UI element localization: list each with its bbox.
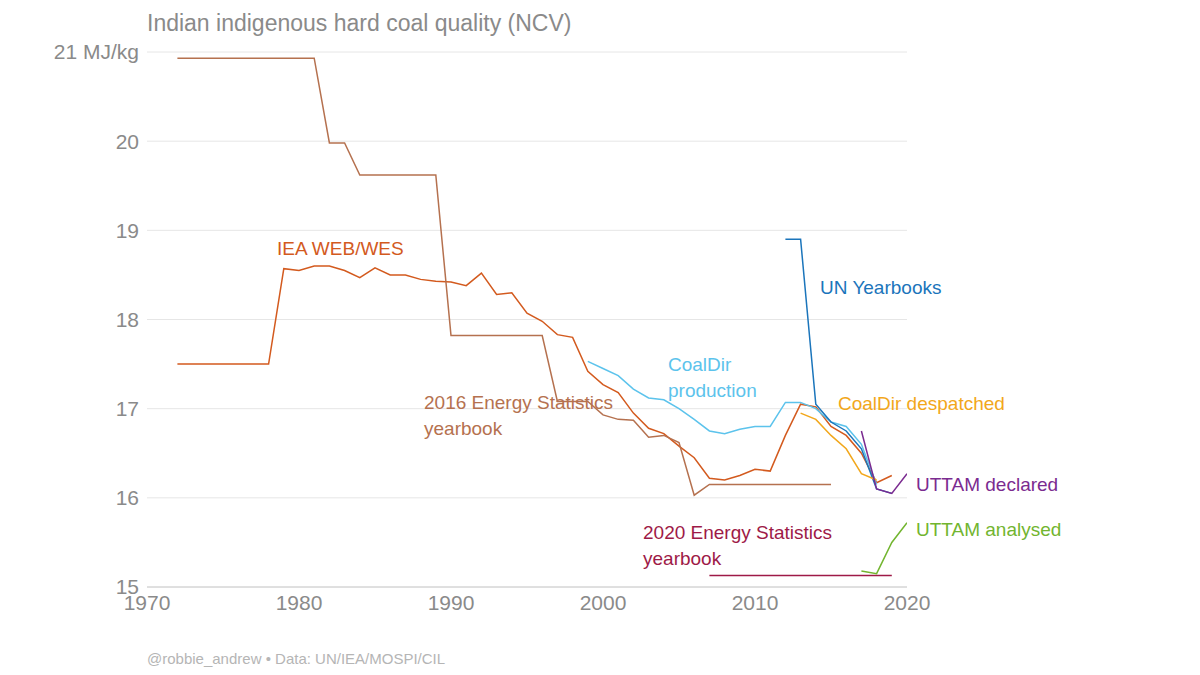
html-text:Indian indigenous hard coal qu: Indian indigenous hard coal quality (NCV… <box>147 10 572 36</box>
html-text:CoalDir production: CoalDir production <box>668 354 757 401</box>
html-text:UTTAM analysed: UTTAM analysed <box>916 519 1062 540</box>
svg-text:2010: 2010 <box>732 591 779 614</box>
svg-text:15: 15 <box>116 575 139 598</box>
svg-text:1970: 1970 <box>123 590 171 614</box>
svg-text:1980: 1980 <box>276 591 323 614</box>
svg-text:21 MJ/kg: 21 MJ/kg <box>54 40 139 63</box>
html-text:IEA WEB/WES: IEA WEB/WES <box>277 238 404 259</box>
svg-text:19: 19 <box>116 219 139 242</box>
html-text:CoalDir despatched: CoalDir despatched <box>838 393 1005 414</box>
svg-text:18: 18 <box>116 308 139 331</box>
svg-text:17: 17 <box>116 397 139 420</box>
svg-text:2000: 2000 <box>580 591 627 614</box>
html-text:@robbie_andrew • Data: UN/IEA/: @robbie_andrew • Data: UN/IEA/MOSPI/CIL <box>147 650 446 667</box>
svg-text:16: 16 <box>116 486 139 509</box>
html-text:UN Yearbooks: UN Yearbooks <box>820 277 942 298</box>
svg-text:1990: 1990 <box>428 591 475 614</box>
html-text:2016 Energy Statistics yearboo: 2016 Energy Statistics yearbook <box>424 392 613 439</box>
html-text:2020 Energy Statistics yearboo: 2020 Energy Statistics yearbook <box>643 522 832 569</box>
html-text:UTTAM declared: UTTAM declared <box>916 474 1059 495</box>
svg-text:20: 20 <box>116 130 139 153</box>
svg-text:2020: 2020 <box>884 591 931 614</box>
